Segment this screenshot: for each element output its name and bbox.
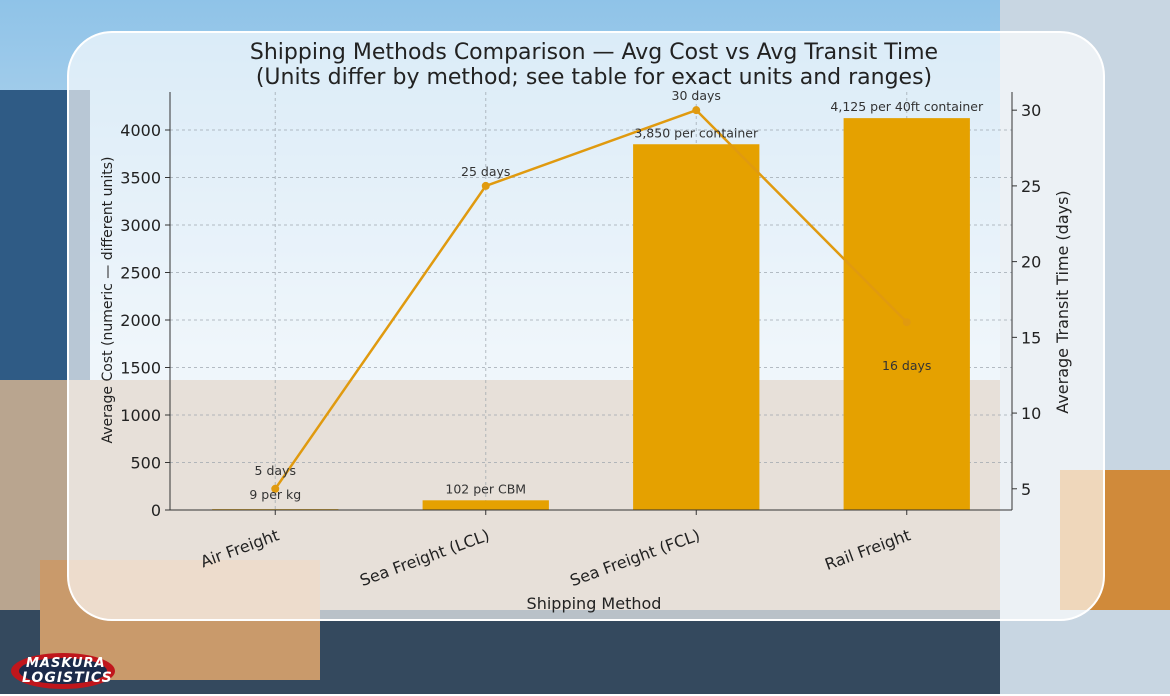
y-tick-label: 3000 — [120, 216, 161, 235]
transit-line — [271, 106, 911, 493]
y-tick-label: 2000 — [120, 311, 161, 330]
transit-line-path — [274, 108, 908, 490]
x-axis-label: Shipping Method — [527, 594, 662, 613]
y2-tick-label: 10 — [1021, 404, 1041, 423]
y2-tick-label: 20 — [1021, 253, 1041, 272]
company-logo: MASKURA LOGISTICS — [8, 650, 118, 692]
y-tick-label: 1000 — [120, 406, 161, 425]
y2-axis: 5 10 15 20 25 30 — [1011, 92, 1041, 510]
y-tick-label: 500 — [130, 454, 161, 473]
data-labels: 9 per kg 102 per CBM 3,850 per container 4,… — [249, 88, 984, 502]
y-tick-label: 4000 — [120, 121, 161, 140]
y-tick-label: 2500 — [120, 264, 161, 283]
bar-value-label: 3,850 per container — [634, 125, 759, 140]
transit-value-label: 30 days — [672, 88, 721, 103]
transit-point — [902, 318, 911, 327]
transit-value-label: 25 days — [461, 164, 510, 179]
y-tick-label: 1500 — [120, 359, 161, 378]
transit-value-label: 16 days — [882, 358, 931, 373]
bar — [422, 500, 549, 510]
y2-tick-label: 15 — [1021, 328, 1041, 347]
logo-text-line2: LOGISTICS — [22, 670, 113, 686]
bar-value-label: 102 per CBM — [445, 481, 526, 496]
chart-title: Shipping Methods Comparison — Avg Cost v… — [250, 40, 938, 65]
logo-text-line1: MASKURA — [26, 656, 106, 671]
y-tick-label: 3500 — [120, 169, 161, 188]
y2-tick-label: 5 — [1021, 480, 1031, 499]
transit-point — [481, 181, 490, 190]
bar — [633, 144, 760, 510]
bars — [212, 118, 970, 510]
y-axis: 0 500 1000 1500 2000 2500 3000 3500 4000 — [120, 92, 171, 520]
y2-tick-label: 30 — [1021, 101, 1041, 120]
y-tick-label: 0 — [151, 501, 161, 520]
logo-swoosh-icon — [11, 653, 115, 689]
transit-point — [271, 484, 280, 493]
y2-tick-label: 25 — [1021, 177, 1041, 196]
y-axis-label: Average Cost (numeric — different units) — [100, 156, 116, 443]
bar — [843, 118, 970, 510]
transit-value-label: 5 days — [255, 463, 296, 478]
bar-value-label: 4,125 per 40ft container — [830, 99, 984, 114]
chart-subtitle: (Units differ by method; see table for e… — [256, 65, 932, 90]
transit-point — [692, 106, 701, 115]
bar-value-label: 9 per kg — [249, 487, 301, 502]
y2-axis-label: Average Transit Time (days) — [1053, 190, 1072, 413]
